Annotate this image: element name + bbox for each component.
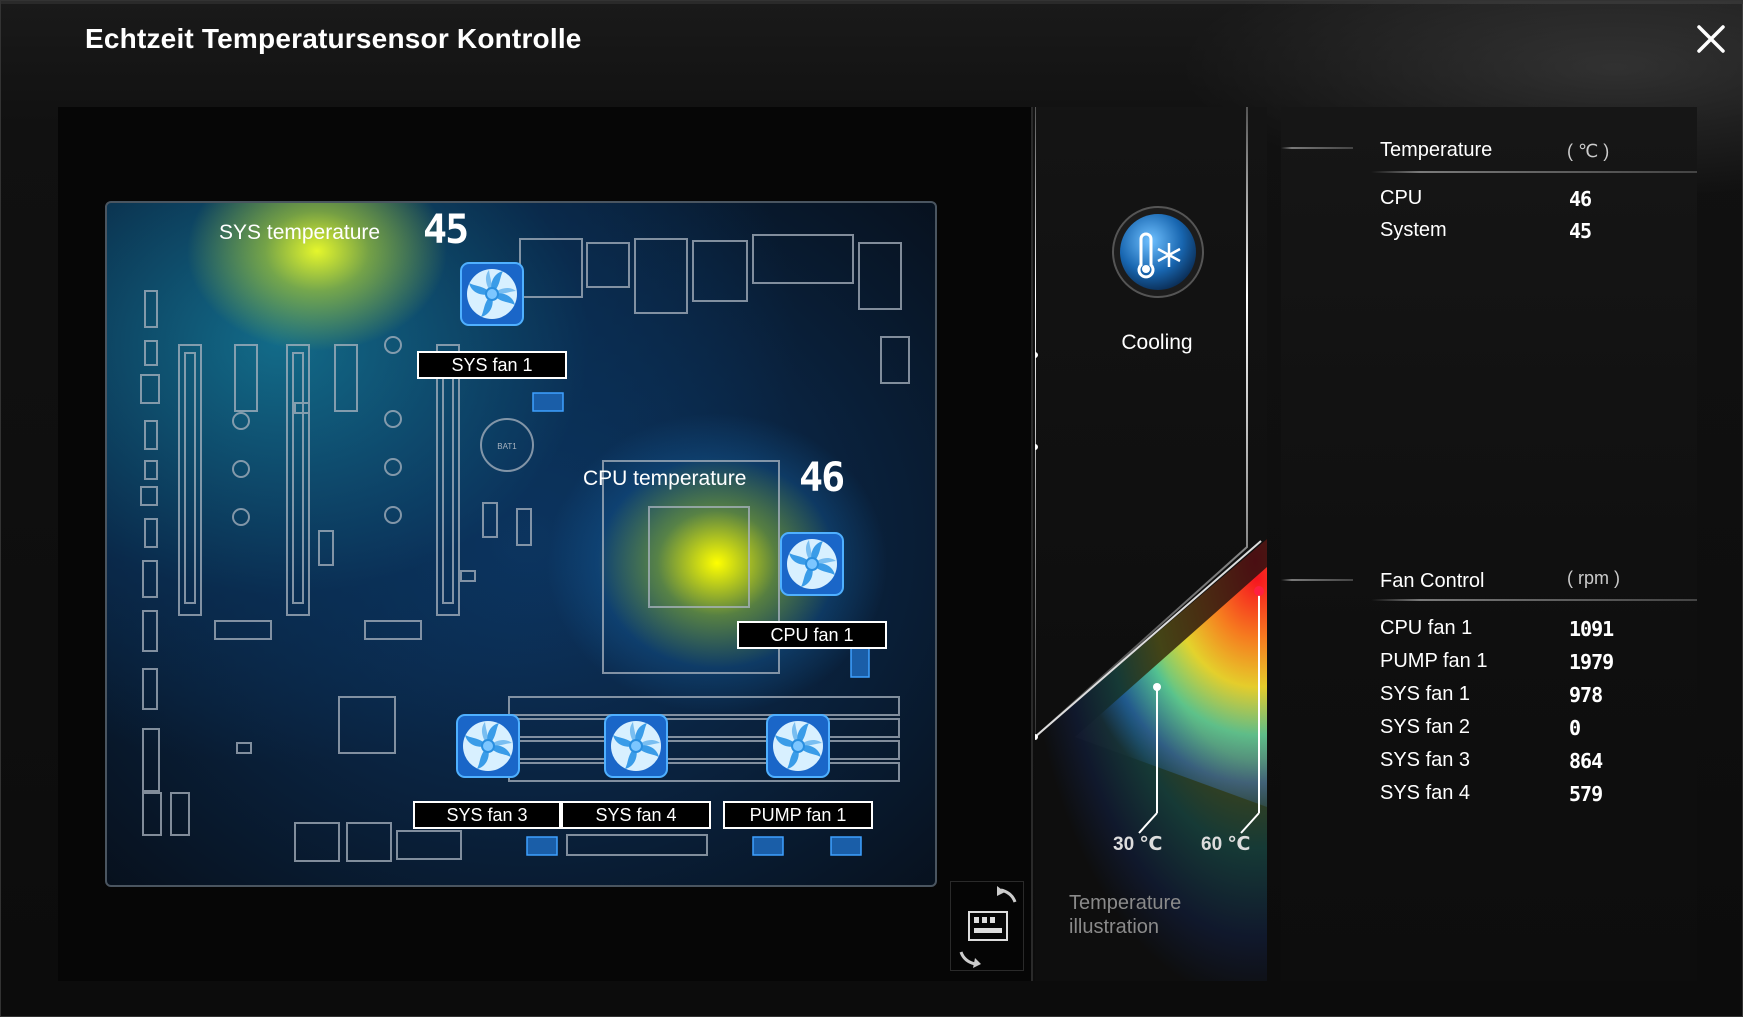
temperature-unit: ( ℃ ) (1567, 141, 1610, 161)
cpu-temperature-value: 46 (799, 455, 845, 501)
illustration-label-line-1: Temperature (1069, 892, 1182, 914)
temp-row-cpu-value: 46 (1569, 187, 1592, 211)
motherboard-diagram: BAT1 SYS temperature 45 CPU temperature … (105, 201, 937, 887)
fan-row-label: SYS fan 3 (1380, 749, 1471, 771)
fan-row-value: 1091 (1569, 617, 1614, 641)
temp-row-cpu-label: CPU (1380, 187, 1423, 209)
fan-row-label: PUMP fan 1 (1380, 650, 1488, 672)
window-top-strip (1, 1, 1743, 4)
window-title: Echtzeit Temperatursensor Kontrolle (85, 23, 582, 54)
fan-row-label: SYS fan 4 (1380, 782, 1471, 804)
sys-temperature-value: 45 (423, 207, 469, 253)
fan-row-value: 0 (1569, 716, 1581, 740)
temp-row-system-value: 45 (1569, 219, 1592, 243)
cpu-fan-1-icon (779, 531, 845, 597)
close-icon[interactable] (1691, 19, 1731, 59)
sys-fan-3-label: SYS fan 3 (413, 801, 561, 829)
fan-control-unit: ( rpm ) (1567, 568, 1620, 588)
switch-view-icon (959, 886, 1017, 968)
fan-rule-left (1281, 579, 1353, 581)
sys-fan-4-icon (603, 713, 669, 779)
temperature-section-title: Temperature (1380, 139, 1493, 161)
temperature-illustration-label: Temperature illustration (1069, 891, 1229, 939)
mode-panel (1035, 107, 1267, 981)
temp-row-system-label: System (1380, 219, 1447, 241)
fan-row-value: 978 (1569, 683, 1603, 707)
sys-fan-1-icon (459, 261, 525, 327)
fan-row-value: 864 (1569, 749, 1603, 773)
temperature-rule (1371, 171, 1697, 173)
cpu-fan-1-label: CPU fan 1 (737, 621, 887, 649)
readout-panel (1281, 107, 1697, 981)
pump-fan-1-label: PUMP fan 1 (723, 801, 873, 829)
cooling-mode-icon[interactable] (1111, 205, 1205, 299)
fan-row-value: 579 (1569, 782, 1603, 806)
cpu-temperature-label: CPU temperature (583, 467, 747, 490)
fan-control-section-title: Fan Control (1380, 570, 1485, 592)
fan-row-label: SYS fan 1 (1380, 683, 1471, 705)
motherboard-outline: BAT1 (140, 234, 910, 862)
mode-label: Cooling (1121, 331, 1193, 354)
illustration-label-line-2: illustration (1069, 916, 1160, 938)
pump-fan-1-icon (765, 713, 831, 779)
battery-label: BAT1 (497, 442, 517, 451)
fan-row-value: 1979 (1569, 650, 1614, 674)
sys-fan-1-label: SYS fan 1 (417, 351, 567, 379)
sys-fan-4-label: SYS fan 4 (561, 801, 711, 829)
fan-control-rule (1371, 599, 1697, 601)
scale-low-label: 30 ℃ (1113, 834, 1163, 855)
sys-temperature-label: SYS temperature (219, 221, 381, 244)
temperature-rule-left (1281, 147, 1353, 149)
view-switch-button[interactable] (950, 881, 1024, 971)
temperature-gradient-illustration (1035, 107, 1267, 981)
fan-row-label: CPU fan 1 (1380, 617, 1473, 639)
sys-fan-3-icon (455, 713, 521, 779)
scale-high-label: 60 ℃ (1201, 834, 1251, 855)
fan-row-label: SYS fan 2 (1380, 716, 1471, 738)
